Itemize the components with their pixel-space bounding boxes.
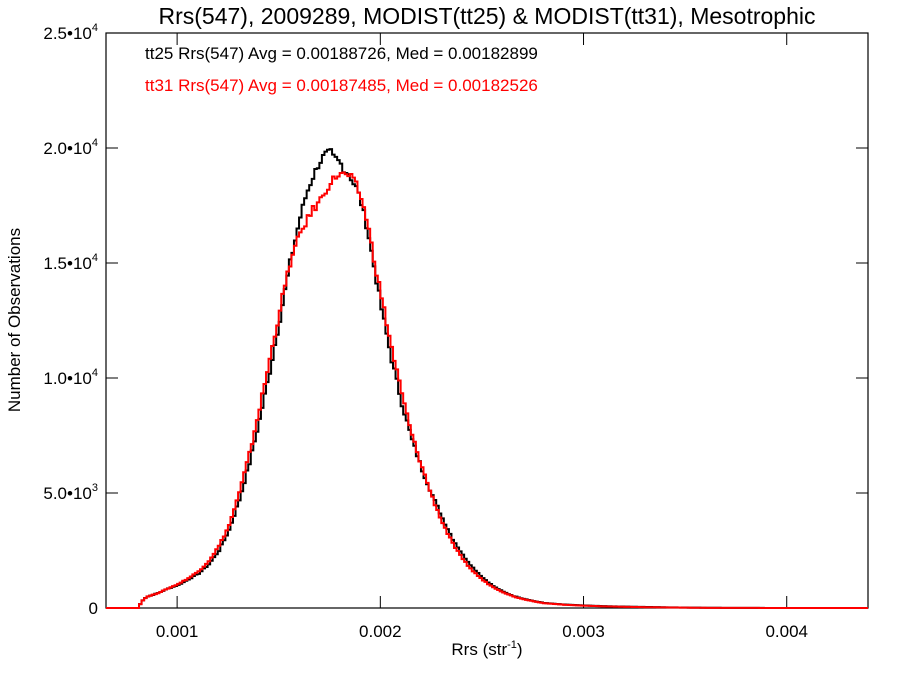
y-tick-label: 2.5•104 — [43, 22, 98, 43]
y-tick-label: 1.5•104 — [43, 252, 98, 273]
x-axis-label-main: Rrs (str — [451, 640, 507, 659]
y-tick-label: 5.0•103 — [43, 482, 98, 503]
x-tick-label: 0.003 — [562, 622, 605, 641]
x-axis-label-end: ) — [517, 640, 523, 659]
x-tick-label: 0.001 — [156, 622, 199, 641]
annotations: tt25 Rrs(547) Avg = 0.00188726, Med = 0.… — [145, 44, 538, 95]
y-axis-label: Number of Observations — [5, 228, 24, 412]
x-axis-label: Rrs (str-1) — [451, 639, 522, 659]
x-axis-ticks: 0.001 0.002 0.003 0.004 — [156, 33, 808, 641]
series-group — [106, 148, 868, 609]
annotation-tt25: tt25 Rrs(547) Avg = 0.00188726, Med = 0.… — [145, 44, 538, 63]
x-tick-label: 0.004 — [765, 622, 808, 641]
annotation-tt31: tt31 Rrs(547) Avg = 0.00187485, Med = 0.… — [145, 76, 538, 95]
x-axis-label-superscript: -1 — [507, 639, 517, 651]
y-tick-label: 1.0•104 — [43, 367, 98, 388]
y-axis-ticks: 0 5.0•103 1.0•104 1.5•104 2.0•104 2.5•104 — [43, 22, 868, 618]
x-tick-label: 0.002 — [359, 622, 402, 641]
plot-border — [105, 32, 869, 609]
series-tt31-line — [106, 171, 868, 609]
y-tick-label: 0 — [89, 599, 98, 618]
y-tick-label: 2.0•104 — [43, 137, 98, 158]
plot-frame — [105, 32, 869, 609]
chart-title: Rrs(547), 2009289, MODIST(tt25) & MODIST… — [159, 3, 816, 29]
